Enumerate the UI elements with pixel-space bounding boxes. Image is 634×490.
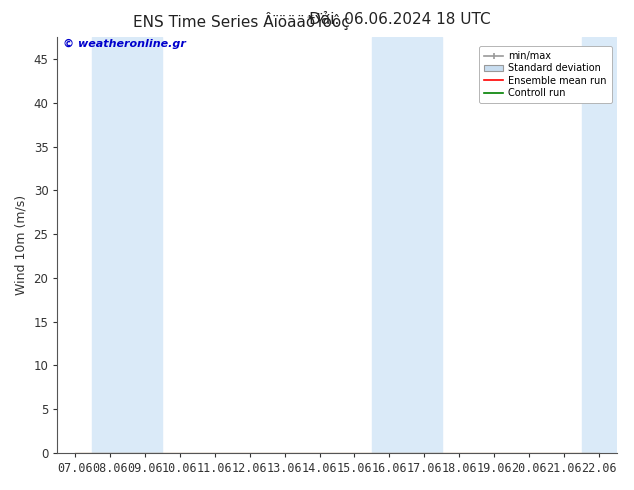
Bar: [93, 37, 162, 453]
Legend: min/max, Standard deviation, Ensemble mean run, Controll run: min/max, Standard deviation, Ensemble me…: [479, 46, 612, 103]
Text: Đải. 06.06.2024 18 UTC: Đải. 06.06.2024 18 UTC: [309, 12, 490, 27]
Bar: [372, 37, 442, 453]
Bar: [581, 37, 616, 453]
Text: © weatheronline.gr: © weatheronline.gr: [63, 39, 186, 49]
Y-axis label: Wind 10m (m/s): Wind 10m (m/s): [15, 195, 28, 295]
Text: ENS Time Series ÂïöääðŸóôç: ENS Time Series ÂïöääðŸóôç: [133, 12, 349, 30]
